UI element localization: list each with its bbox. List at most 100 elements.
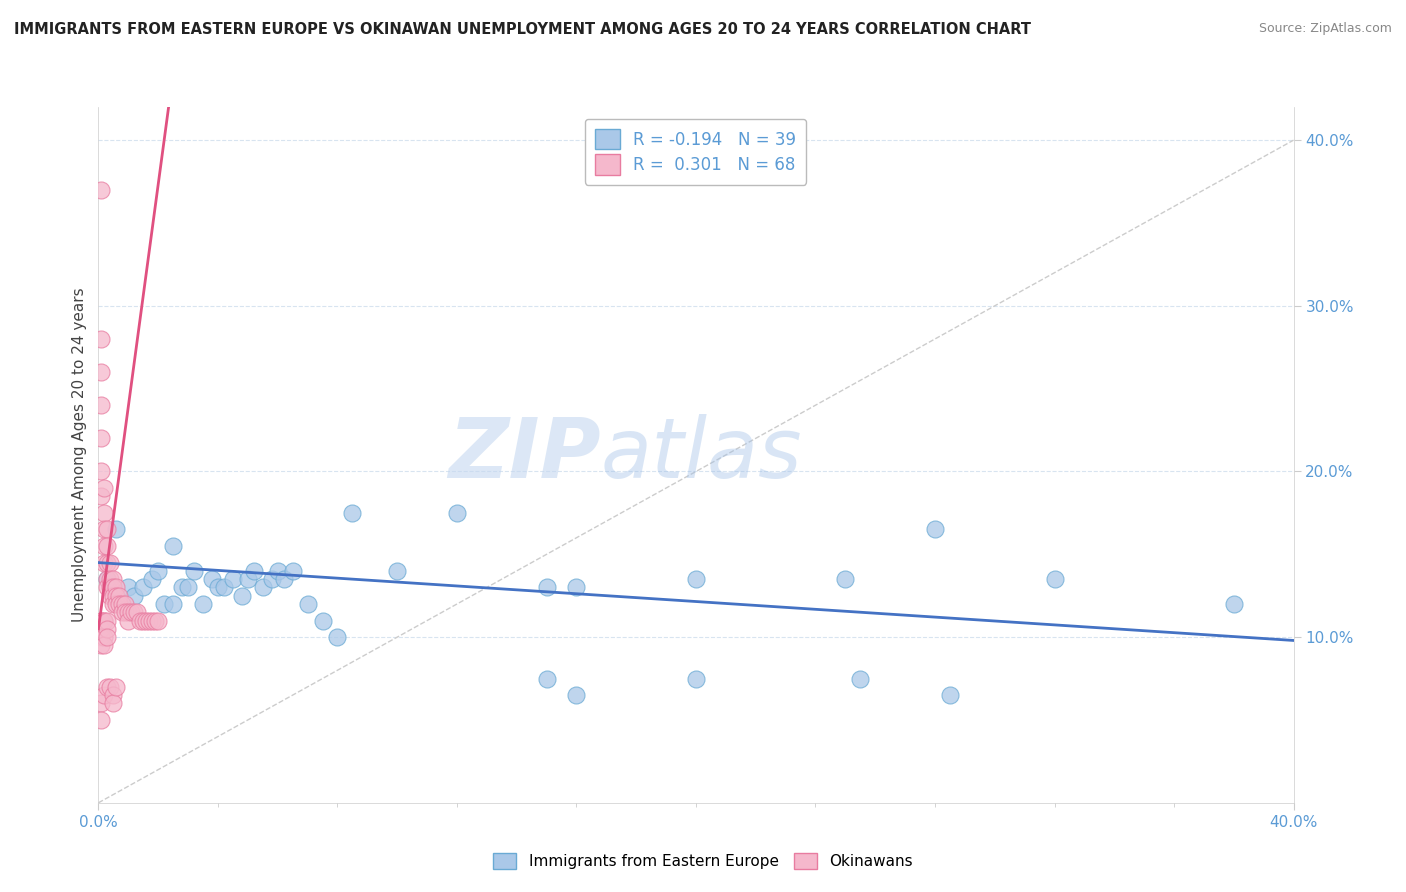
Point <box>105 523 128 537</box>
Point <box>120 605 142 619</box>
Point <box>105 589 128 603</box>
Point <box>90 431 112 445</box>
Point <box>105 597 128 611</box>
Point <box>96 572 118 586</box>
Point <box>103 581 125 595</box>
Point <box>90 332 112 346</box>
Point <box>103 697 125 711</box>
Point <box>446 506 468 520</box>
Point <box>143 614 166 628</box>
Point <box>191 597 214 611</box>
Point <box>90 622 112 636</box>
Point <box>103 688 125 702</box>
Point <box>207 581 229 595</box>
Point <box>849 672 872 686</box>
Point <box>172 581 194 595</box>
Text: IMMIGRANTS FROM EASTERN EUROPE VS OKINAWAN UNEMPLOYMENT AMONG AGES 20 TO 24 YEAR: IMMIGRANTS FROM EASTERN EUROPE VS OKINAW… <box>14 22 1031 37</box>
Point <box>135 614 157 628</box>
Point <box>90 713 112 727</box>
Point <box>141 572 163 586</box>
Point <box>96 581 118 595</box>
Point <box>90 365 112 379</box>
Point <box>98 556 122 570</box>
Point <box>124 605 146 619</box>
Legend: Immigrants from Eastern Europe, Okinawans: Immigrants from Eastern Europe, Okinawan… <box>488 847 918 875</box>
Point <box>326 630 349 644</box>
Point <box>90 465 112 479</box>
Point <box>201 572 224 586</box>
Point <box>90 398 112 412</box>
Y-axis label: Unemployment Among Ages 20 to 24 years: Unemployment Among Ages 20 to 24 years <box>72 287 87 623</box>
Point <box>93 614 115 628</box>
Point <box>536 581 558 595</box>
Point <box>183 564 205 578</box>
Point <box>98 572 122 586</box>
Point <box>117 581 139 595</box>
Point <box>93 630 115 644</box>
Point <box>162 597 184 611</box>
Point <box>111 597 134 611</box>
Point <box>536 672 558 686</box>
Point <box>132 581 155 595</box>
Point <box>132 614 155 628</box>
Text: atlas: atlas <box>600 415 801 495</box>
Point <box>96 622 118 636</box>
Point <box>243 564 266 578</box>
Point <box>311 614 333 628</box>
Point <box>108 597 131 611</box>
Point <box>90 697 112 711</box>
Point <box>141 614 163 628</box>
Point <box>162 539 184 553</box>
Point <box>93 556 115 570</box>
Text: Source: ZipAtlas.com: Source: ZipAtlas.com <box>1258 22 1392 36</box>
Point <box>93 639 115 653</box>
Point <box>96 539 118 553</box>
Point <box>148 614 170 628</box>
Point <box>117 614 139 628</box>
Point <box>127 605 149 619</box>
Point <box>685 672 707 686</box>
Point <box>267 564 290 578</box>
Point <box>96 556 118 570</box>
Point <box>105 581 128 595</box>
Point <box>222 572 245 586</box>
Point <box>834 572 856 586</box>
Point <box>236 572 259 586</box>
Point <box>105 680 128 694</box>
Legend: R = -0.194   N = 39, R =  0.301   N = 68: R = -0.194 N = 39, R = 0.301 N = 68 <box>585 119 806 185</box>
Point <box>90 630 112 644</box>
Point <box>939 688 962 702</box>
Point <box>103 589 125 603</box>
Point <box>114 605 136 619</box>
Point <box>297 597 319 611</box>
Point <box>96 614 118 628</box>
Point <box>111 605 134 619</box>
Point <box>98 589 122 603</box>
Point <box>124 589 146 603</box>
Point <box>93 506 115 520</box>
Point <box>148 564 170 578</box>
Point <box>98 680 122 694</box>
Point <box>90 183 112 197</box>
Point <box>260 572 283 586</box>
Point <box>90 489 112 503</box>
Point <box>129 614 152 628</box>
Point <box>1223 597 1246 611</box>
Point <box>138 614 160 628</box>
Point <box>342 506 364 520</box>
Point <box>924 523 946 537</box>
Point <box>103 597 125 611</box>
Point <box>117 605 139 619</box>
Point <box>114 597 136 611</box>
Point <box>96 523 118 537</box>
Point <box>96 630 118 644</box>
Point <box>96 680 118 694</box>
Point <box>252 581 274 595</box>
Text: ZIP: ZIP <box>447 415 600 495</box>
Point <box>231 589 253 603</box>
Point <box>93 539 115 553</box>
Point <box>565 581 588 595</box>
Point <box>385 564 409 578</box>
Point <box>103 572 125 586</box>
Point <box>685 572 707 586</box>
